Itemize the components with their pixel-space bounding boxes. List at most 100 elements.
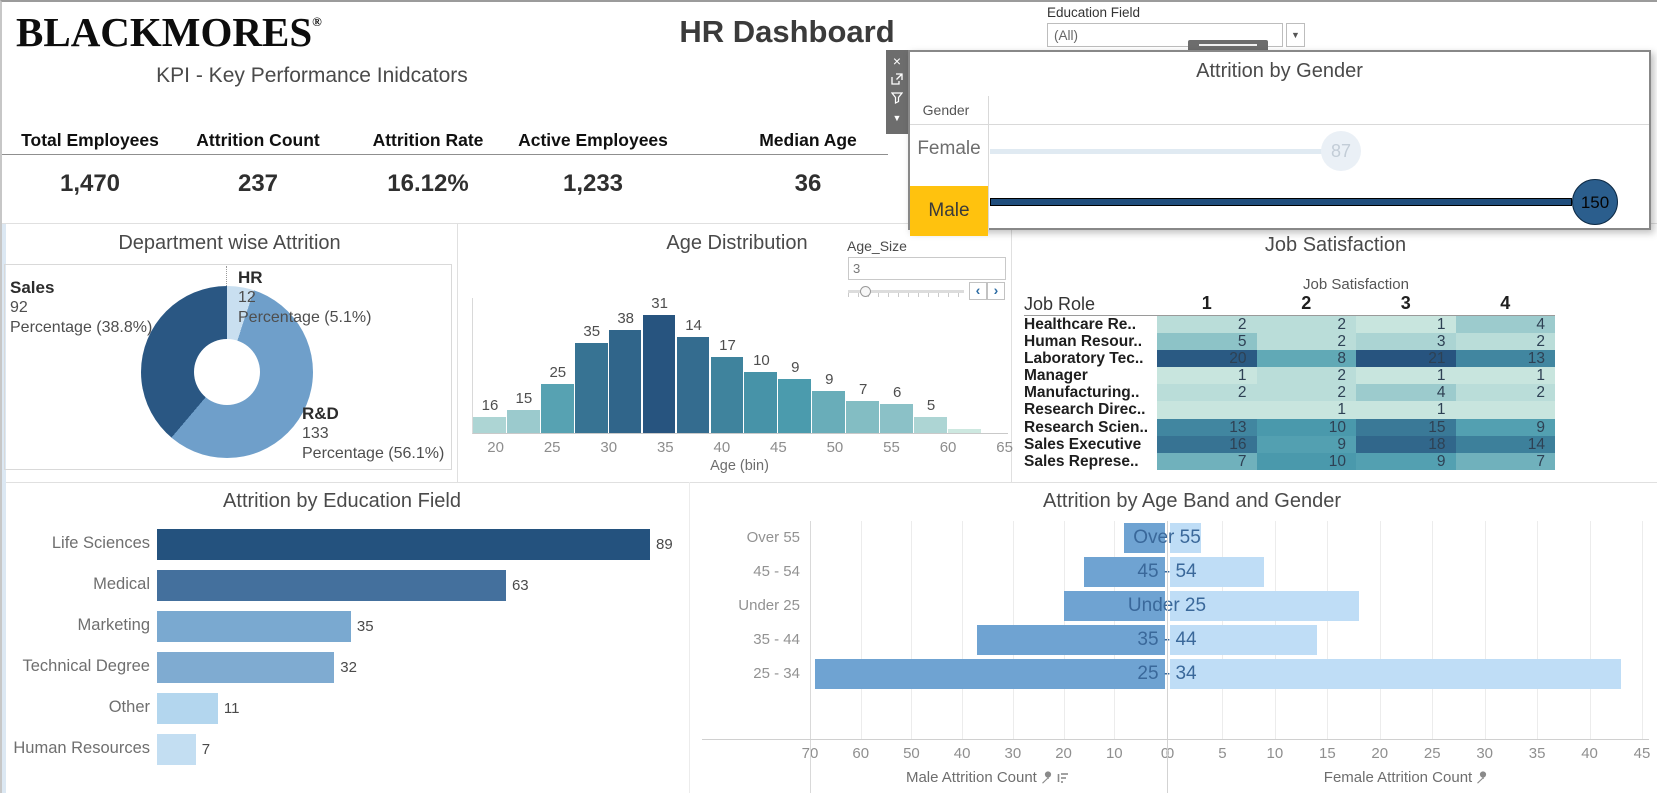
female-attrition-bar[interactable] bbox=[1170, 625, 1317, 655]
job-satisfaction-cell[interactable]: 2 bbox=[1256, 367, 1356, 385]
age-size-parameter-label: Age_Size bbox=[847, 238, 907, 254]
job-satisfaction-cell[interactable]: 8 bbox=[1256, 350, 1356, 368]
age-band-center-label: Under 25 bbox=[1127, 595, 1207, 616]
sort-icon[interactable] bbox=[1057, 771, 1069, 784]
male-row-label-highlighted[interactable]: Male bbox=[910, 186, 988, 236]
job-satisfaction-cell[interactable]: 2 bbox=[1455, 333, 1555, 351]
job-satisfaction-cell[interactable]: 14 bbox=[1455, 435, 1555, 453]
table-row: Human Resour.. 5 2 3 2 bbox=[1024, 333, 1555, 351]
job-satisfaction-cell[interactable]: 13 bbox=[1455, 350, 1555, 368]
male-attrition-bar[interactable] bbox=[815, 659, 1165, 689]
job-satisfaction-cell[interactable]: 9 bbox=[1455, 418, 1555, 436]
male-value-line[interactable] bbox=[990, 198, 1572, 206]
female-value-mark[interactable]: 87 bbox=[1321, 131, 1361, 171]
job-satisfaction-cell[interactable]: 2 bbox=[1157, 384, 1257, 402]
job-satisfaction-cell[interactable]: 5 bbox=[1157, 333, 1257, 351]
male-attrition-bar[interactable] bbox=[1063, 591, 1165, 621]
education-attrition-bar[interactable] bbox=[157, 528, 650, 560]
education-attrition-bar[interactable] bbox=[157, 610, 351, 642]
age-histogram-bar[interactable] bbox=[506, 410, 540, 433]
age-histogram-bar[interactable] bbox=[608, 330, 642, 433]
job-satisfaction-cell[interactable]: 16 bbox=[1157, 435, 1257, 453]
job-satisfaction-cell[interactable]: 1 bbox=[1256, 401, 1356, 419]
job-satisfaction-cell[interactable]: 9 bbox=[1356, 452, 1456, 470]
job-satisfaction-cell[interactable]: 2 bbox=[1256, 384, 1356, 402]
job-satisfaction-cell[interactable]: 10 bbox=[1256, 418, 1356, 436]
job-satisfaction-cell[interactable]: 18 bbox=[1356, 435, 1456, 453]
female-row-label[interactable]: Female bbox=[917, 138, 981, 159]
age-size-slider[interactable] bbox=[848, 286, 964, 297]
kpi-divider bbox=[2, 154, 888, 155]
age-histogram-bar[interactable] bbox=[710, 357, 744, 433]
job-satisfaction-cell[interactable]: 1 bbox=[1356, 401, 1456, 419]
education-attrition-bar[interactable] bbox=[157, 692, 218, 724]
job-satisfaction-cell[interactable]: 15 bbox=[1356, 418, 1456, 436]
job-satisfaction-cell[interactable]: 2 bbox=[1256, 316, 1356, 334]
more-options-icon[interactable]: ▼ bbox=[892, 113, 902, 123]
age-histogram-bar[interactable] bbox=[778, 379, 812, 433]
male-axis-caption: Male Attrition Count bbox=[810, 769, 1165, 788]
age-histogram-bar[interactable] bbox=[574, 343, 608, 433]
job-satisfaction-cell[interactable]: 2 bbox=[1157, 316, 1257, 334]
job-satisfaction-cell[interactable]: 7 bbox=[1157, 452, 1257, 470]
male-attrition-bar[interactable] bbox=[977, 625, 1165, 655]
male-axis-tick: 30 bbox=[1004, 745, 1022, 762]
age-histogram-bar[interactable] bbox=[948, 429, 981, 433]
age-size-input[interactable] bbox=[848, 257, 1006, 280]
female-attrition-bar[interactable] bbox=[1170, 659, 1622, 689]
age-histogram-bar[interactable] bbox=[914, 417, 947, 433]
job-satisfaction-cell[interactable] bbox=[1455, 401, 1555, 419]
pin-icon[interactable] bbox=[1041, 771, 1053, 784]
age-histogram-bar[interactable] bbox=[880, 404, 913, 433]
table-row: Research Scien.. 13 10 15 9 bbox=[1024, 418, 1555, 436]
slider-knob[interactable] bbox=[860, 286, 871, 297]
education-attrition-bar[interactable] bbox=[157, 569, 506, 601]
slider-track[interactable] bbox=[848, 290, 964, 293]
job-satisfaction-cell[interactable]: 2 bbox=[1256, 333, 1356, 351]
filter-icon[interactable] bbox=[890, 91, 904, 107]
ageband-gender-panel: Attrition by Age Band and Gender Over 55… bbox=[692, 482, 1657, 793]
pin-icon[interactable] bbox=[1476, 771, 1488, 784]
job-satisfaction-cell[interactable]: 10 bbox=[1256, 452, 1356, 470]
dropdown-arrow-icon[interactable]: ▼ bbox=[1286, 23, 1305, 47]
job-satisfaction-cell[interactable]: 1 bbox=[1356, 367, 1456, 385]
job-satisfaction-cell[interactable]: 7 bbox=[1455, 452, 1555, 470]
male-attrition-bar[interactable] bbox=[1083, 557, 1165, 587]
age-histogram-bar[interactable] bbox=[676, 337, 710, 433]
leader-line bbox=[226, 266, 227, 286]
close-icon[interactable]: × bbox=[892, 53, 902, 69]
job-satisfaction-cell[interactable]: 1 bbox=[1157, 367, 1257, 385]
age-histogram-bar[interactable] bbox=[846, 401, 879, 433]
female-value-line[interactable] bbox=[990, 149, 1341, 154]
job-satisfaction-cell[interactable] bbox=[1157, 401, 1257, 419]
age-histogram-bar[interactable] bbox=[473, 417, 506, 433]
education-attrition-bar[interactable] bbox=[157, 651, 335, 683]
job-satisfaction-cell[interactable]: 4 bbox=[1356, 384, 1456, 402]
female-attrition-bar[interactable] bbox=[1170, 591, 1359, 621]
female-attrition-bar[interactable] bbox=[1170, 557, 1265, 587]
age-histogram-bar[interactable] bbox=[540, 384, 574, 433]
job-satisfaction-cell[interactable]: 4 bbox=[1455, 316, 1555, 334]
slider-decrement-button[interactable]: ‹ bbox=[969, 282, 987, 300]
x-axis-tick: 30 bbox=[600, 439, 618, 456]
job-role-label: Manufacturing.. bbox=[1024, 384, 1140, 402]
age-histogram-bar[interactable] bbox=[642, 315, 676, 433]
job-satisfaction-cell[interactable]: 3 bbox=[1356, 333, 1456, 351]
male-value-mark[interactable]: 150 bbox=[1572, 179, 1618, 225]
job-satisfaction-cell[interactable]: 20 bbox=[1157, 350, 1257, 368]
age-histogram-bar[interactable] bbox=[812, 391, 846, 433]
job-satisfaction-cell[interactable]: 1 bbox=[1356, 316, 1456, 334]
callout-rd: R&D 133 Percentage (56.1%) bbox=[302, 404, 445, 462]
education-attrition-bar[interactable] bbox=[157, 733, 196, 765]
job-satisfaction-cell[interactable]: 21 bbox=[1356, 350, 1456, 368]
job-satisfaction-cell[interactable]: 2 bbox=[1455, 384, 1555, 402]
job-satisfaction-cell[interactable]: 9 bbox=[1256, 435, 1356, 453]
male-attrition-bar[interactable] bbox=[1124, 523, 1165, 553]
age-band-axis-label: 25 - 34 bbox=[753, 665, 800, 682]
female-attrition-bar[interactable] bbox=[1170, 523, 1202, 553]
age-histogram-bar[interactable] bbox=[744, 372, 778, 433]
open-sheet-icon[interactable] bbox=[890, 72, 904, 88]
slider-increment-button[interactable]: › bbox=[987, 282, 1005, 300]
job-satisfaction-cell[interactable]: 13 bbox=[1157, 418, 1257, 436]
job-satisfaction-cell[interactable]: 1 bbox=[1455, 367, 1555, 385]
